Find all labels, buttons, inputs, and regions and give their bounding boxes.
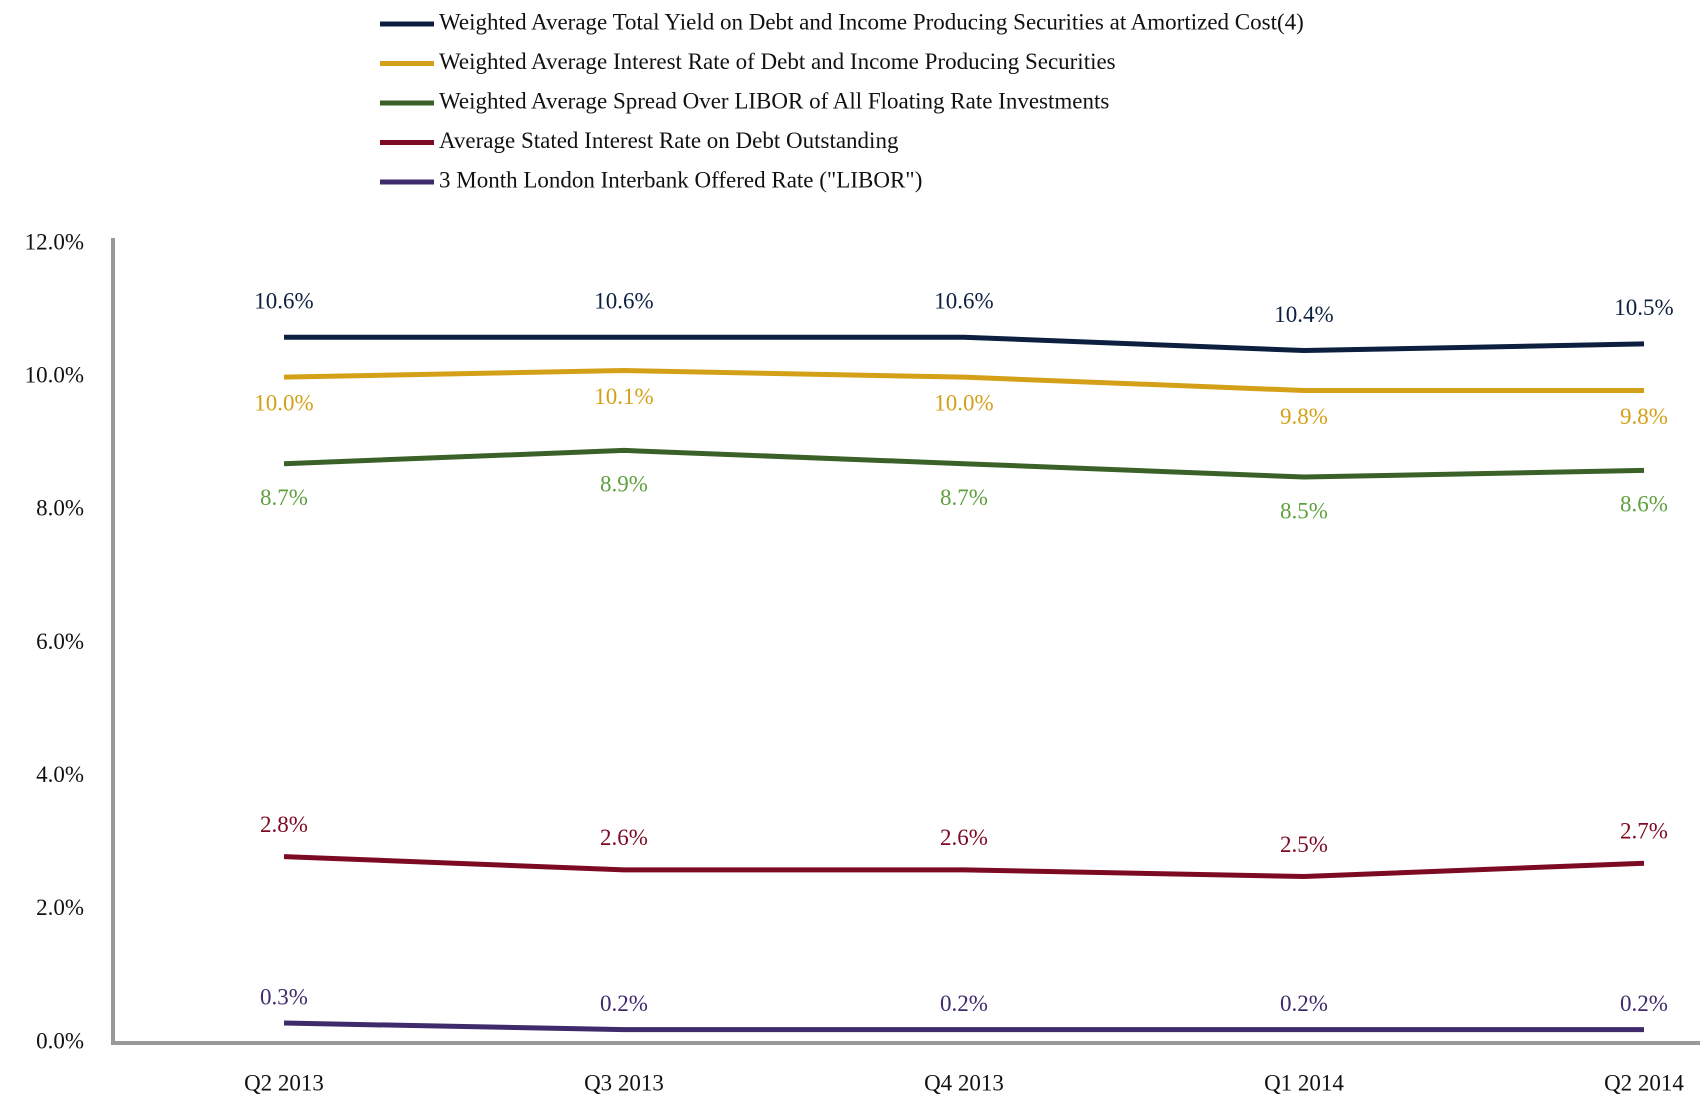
data-label: 2.5% bbox=[1280, 832, 1328, 857]
data-label: 8.5% bbox=[1280, 498, 1328, 523]
data-label: 9.8% bbox=[1620, 404, 1668, 429]
legend-label: 3 Month London Interbank Offered Rate ("… bbox=[439, 167, 922, 192]
data-label: 0.2% bbox=[1620, 991, 1668, 1016]
data-label: 10.4% bbox=[1274, 302, 1333, 327]
legend-label: Weighted Average Spread Over LIBOR of Al… bbox=[439, 88, 1109, 113]
y-tick-label: 8.0% bbox=[36, 496, 84, 521]
legend-label: Weighted Average Total Yield on Debt and… bbox=[439, 9, 1304, 34]
data-label: 10.5% bbox=[1614, 295, 1673, 320]
data-label: 0.2% bbox=[600, 991, 648, 1016]
data-label: 8.6% bbox=[1620, 492, 1668, 517]
data-label: 9.8% bbox=[1280, 404, 1328, 429]
series-line bbox=[283, 1020, 1644, 1033]
data-label: 0.2% bbox=[940, 991, 988, 1016]
data-label: 2.8% bbox=[260, 812, 308, 837]
x-tick-label: Q4 2013 bbox=[924, 1070, 1004, 1095]
data-label: 8.7% bbox=[940, 485, 988, 510]
legend-label: Weighted Average Interest Rate of Debt a… bbox=[439, 49, 1116, 74]
data-label: 10.0% bbox=[254, 390, 313, 415]
series-line bbox=[283, 854, 1645, 880]
data-label: 8.7% bbox=[260, 485, 308, 510]
data-label: 10.1% bbox=[594, 384, 653, 409]
x-tick-label: Q1 2014 bbox=[1264, 1070, 1344, 1095]
y-tick-label: 2.0% bbox=[36, 895, 84, 920]
y-tick-label: 0.0% bbox=[36, 1028, 84, 1053]
data-label: 10.6% bbox=[254, 288, 313, 313]
y-tick-label: 10.0% bbox=[25, 362, 84, 387]
data-label: 2.6% bbox=[600, 825, 648, 850]
x-tick-label: Q2 2013 bbox=[244, 1070, 324, 1095]
data-label: 8.9% bbox=[600, 472, 648, 497]
series-line bbox=[283, 368, 1644, 393]
data-label: 10.0% bbox=[934, 390, 993, 415]
data-label: 0.3% bbox=[260, 984, 308, 1009]
data-label: 10.6% bbox=[594, 288, 653, 313]
x-tick-label: Q2 2014 bbox=[1604, 1070, 1684, 1095]
data-label: 10.6% bbox=[934, 288, 993, 313]
series-line bbox=[283, 447, 1645, 480]
data-label: 2.6% bbox=[940, 825, 988, 850]
y-tick-label: 4.0% bbox=[36, 762, 84, 787]
y-tick-label: 6.0% bbox=[36, 629, 84, 654]
legend-label: Average Stated Interest Rate on Debt Out… bbox=[439, 128, 899, 153]
series-line bbox=[284, 334, 1645, 354]
data-label: 2.7% bbox=[1620, 819, 1668, 844]
y-tick-label: 12.0% bbox=[25, 229, 84, 254]
data-label: 0.2% bbox=[1280, 991, 1328, 1016]
x-tick-label: Q3 2013 bbox=[584, 1070, 664, 1095]
